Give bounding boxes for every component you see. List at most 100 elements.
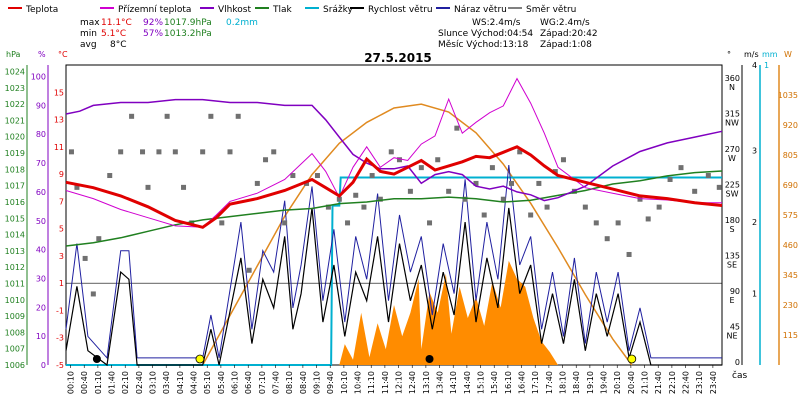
time-tick-label: 02:40 (135, 371, 144, 394)
wind-direction-point (637, 196, 643, 202)
hpa-tick-label: 1014 (5, 231, 25, 240)
hpa-tick-label: 1006 (5, 361, 25, 370)
humidity-tick-label: 80 (36, 130, 46, 139)
wind-direction-point (96, 236, 102, 242)
humidity-tick-label: 0 (41, 361, 46, 370)
wind-direction-point (129, 113, 135, 119)
hpa-tick-label: 1019 (5, 149, 25, 158)
hpa-tick-label: 1016 (5, 198, 25, 207)
temperature-tick-label: 3 (59, 252, 64, 261)
time-tick-label: 20:40 (627, 371, 636, 394)
clear-sky-radiation-line (202, 103, 633, 366)
humidity-tick-label: 30 (36, 274, 46, 283)
axis-w-unit: W (784, 50, 792, 59)
rain-line (66, 176, 722, 366)
temperature-line (65, 145, 723, 229)
wind-direction-point (90, 291, 96, 297)
wind-direction-point (336, 196, 342, 202)
stats-min-hum: 57% (143, 29, 163, 39)
time-tick-label: 17:40 (545, 371, 554, 394)
legend-label-pressure: Tlak (272, 5, 293, 15)
hpa-tick-label: 1013 (5, 247, 25, 256)
time-tick-label: 05:10 (203, 371, 212, 394)
wind-direction-point (552, 169, 558, 175)
stats-max-rain: 0.2mm (226, 18, 258, 28)
legend-label-rain: Srážky (323, 5, 354, 15)
compass-tick-label: NW (725, 118, 739, 127)
hpa-tick-label: 1017 (5, 182, 25, 191)
wind-direction-point (517, 149, 523, 155)
wind-direction-point (582, 204, 588, 210)
wind-direction-point (604, 236, 610, 242)
hpa-tick-label: 1010 (5, 296, 25, 305)
time-tick-label: 16:10 (504, 371, 513, 394)
time-tick-label: 16:40 (518, 371, 527, 394)
time-tick-label: 04:40 (190, 371, 199, 394)
wind-direction-point (462, 196, 468, 202)
moonset-marker (92, 355, 101, 363)
hpa-tick-label: 1022 (5, 100, 25, 109)
wind-direction-point (560, 157, 566, 163)
solar-radiation-area (66, 260, 722, 365)
time-tick-label: 22:10 (668, 371, 677, 394)
wind-direction-point (544, 204, 550, 210)
time-tick-label: 02:10 (121, 371, 130, 394)
info-ws: WS:2.4m/s (472, 18, 521, 28)
humidity-tick-label: 50 (36, 217, 46, 226)
wind-direction-point (446, 188, 452, 194)
hpa-tick-label: 1007 (5, 345, 25, 354)
wind-direction-point (325, 204, 331, 210)
time-tick-label: 07:40 (272, 371, 281, 394)
time-tick-label: 03:10 (149, 371, 158, 394)
temperature-tick-label: 11 (54, 143, 64, 152)
hpa-tick-label: 1018 (5, 165, 25, 174)
wind-direction-point (172, 149, 178, 155)
info-moon-set: Západ:1:08 (540, 40, 592, 50)
pressure-line (65, 170, 723, 247)
radiation-tick-label: 115 (783, 331, 798, 340)
time-tick-label: 03:40 (162, 371, 171, 394)
wind-direction-point (427, 220, 433, 226)
legend-label-wind-direction: Směr větru (526, 5, 576, 15)
time-tick-label: 18:40 (572, 371, 581, 394)
wind-direction-point (82, 255, 88, 261)
time-tick-label: 10:10 (340, 371, 349, 394)
wind-direction-point (615, 220, 621, 226)
sunset-marker (627, 354, 637, 364)
info-sun: Slunce Východ:04:54 (438, 29, 533, 39)
legend-label-wind-speed: Rychlost větru (368, 5, 433, 15)
temperature-tick-label: 1 (59, 279, 64, 288)
legend-label-temperature: Teplota (25, 5, 58, 15)
stats-max-press: 1017.9hPa (164, 18, 212, 28)
humidity-tick-label: 40 (36, 246, 46, 255)
wind-direction-point (489, 165, 495, 171)
wind-direction-point (254, 180, 260, 186)
direction-tick-label: 270 (725, 145, 740, 154)
time-tick-label: 11:10 (367, 371, 376, 394)
time-tick-label: 18:10 (559, 371, 568, 394)
hpa-tick-label: 1012 (5, 263, 25, 272)
wind-direction-point (353, 192, 359, 198)
wind-direction-point (282, 220, 288, 226)
radiation-tick-label: 460 (783, 241, 798, 250)
time-tick-label: 09:40 (326, 371, 335, 394)
humidity-tick-label: 100 (31, 73, 46, 82)
time-tick-label: 06:10 (231, 371, 240, 394)
direction-tick-label: 315 (725, 109, 740, 118)
wind-direction-point (656, 204, 662, 210)
time-tick-label: 21:10 (641, 371, 650, 394)
data-layer (65, 77, 723, 367)
hpa-tick-label: 1009 (5, 312, 25, 321)
radiation-tick-label: 345 (783, 271, 798, 280)
time-tick-label: 23:10 (695, 371, 704, 394)
radiation-tick-label: 575 (783, 211, 798, 220)
compass-tick-label: SE (727, 260, 737, 269)
wind-direction-point (227, 149, 233, 155)
humidity-tick-label: 70 (36, 159, 46, 168)
radiation-tick-label: 805 (783, 151, 798, 160)
time-tick-label: 15:10 (477, 371, 486, 394)
wind-direction-point (678, 165, 684, 171)
direction-tick-label: 0 (735, 358, 740, 367)
hpa-tick-label: 1015 (5, 214, 25, 223)
wind-direction-point (164, 113, 170, 119)
